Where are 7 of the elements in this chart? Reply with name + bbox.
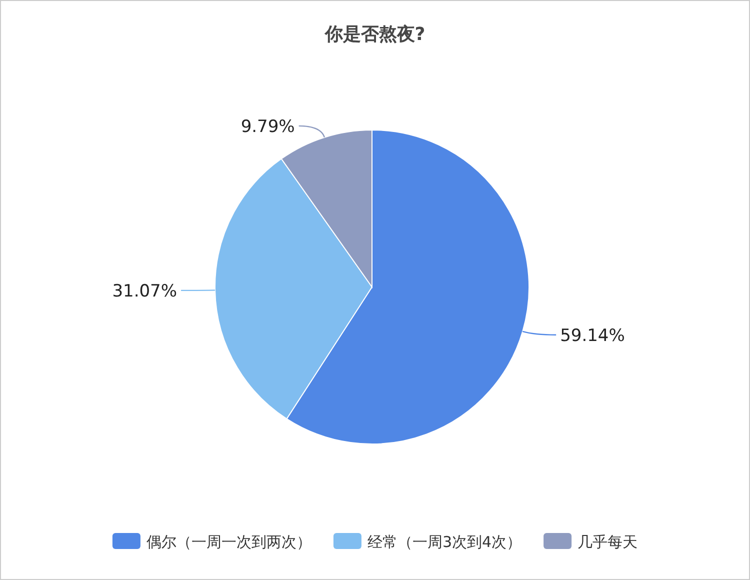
data-label: 9.79%: [240, 116, 295, 137]
legend-label: 几乎每天: [578, 533, 638, 551]
data-label: 59.14%: [560, 326, 625, 346]
legend-label: 偶尔（一周一次到两次）: [146, 533, 312, 551]
data-label: 31.07%: [112, 281, 178, 302]
legend-label: 经常（一周3次到4次）: [367, 533, 522, 551]
chart-title: 你是否熬夜?: [324, 24, 426, 45]
